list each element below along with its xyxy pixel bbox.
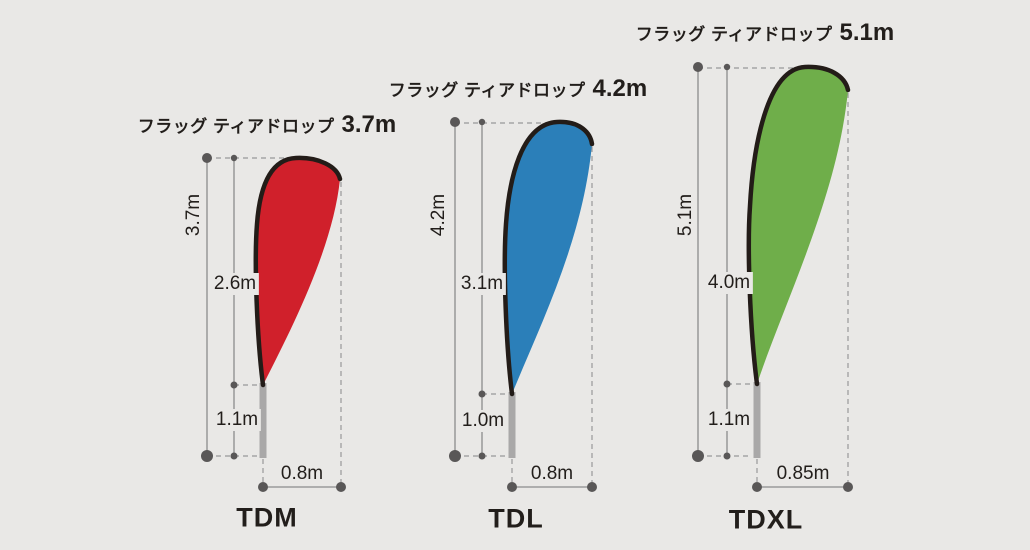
tdl-pole [508,392,516,458]
tdxl-pole [753,382,761,458]
tdm-group [201,153,346,492]
tdxl-group [692,62,853,492]
tdxl-dimension-dots [692,62,853,492]
tdxl-width-label: 0.85m [776,463,830,484]
tdxl-model-label: TDXL [728,504,804,535]
tdm-flag-outline [253,155,343,388]
tdxl-total-height-label: 5.1m [675,193,696,237]
tdxl-title-text: フラッグ ティアドロップ [635,25,833,44]
tdm-title-size: 3.7m [341,111,397,138]
tdxl-flag-outline [746,64,851,387]
tdl-width-label: 0.8m [530,463,574,484]
tdl-title-size: 4.2m [592,75,648,102]
tdl-title: フラッグ ティアドロップ 4.2m [389,75,647,103]
tdxl-flag-shape [748,66,848,384]
tdxl-flag-height-label: 4.0m [704,272,754,294]
tdl-flag-height-label: 3.1m [457,273,507,295]
tdl-title-text: フラッグ ティアドロップ [388,81,586,100]
tdm-flag-height-label: 2.6m [210,273,260,295]
tdl-dimension-dots [449,117,597,492]
tdl-total-height-label: 4.2m [428,193,449,237]
tdxl-title: フラッグ ティアドロップ 5.1m [636,19,894,47]
tdxl-title-size: 5.1m [839,19,895,46]
tdm-title: フラッグ ティアドロップ 3.7m [138,111,396,139]
tdm-pole [259,383,267,458]
tdl-group [449,117,597,492]
tdl-flag-outline [502,119,595,397]
tdl-pole-height-label: 1.0m [458,410,508,432]
tdm-width-label: 0.8m [280,463,324,484]
tdm-pole-height-label: 1.1m [212,409,262,431]
tdm-flag-shape [255,157,340,385]
tdl-model-label: TDL [488,503,544,534]
tdm-title-text: フラッグ ティアドロップ [137,117,335,136]
tdl-flag-shape [504,121,592,395]
tdxl-pole-height-label: 1.1m [704,409,754,431]
tdm-dimension-dots [201,153,346,492]
tdm-total-height-label: 3.7m [183,193,204,237]
tdm-model-label: TDM [236,502,298,533]
